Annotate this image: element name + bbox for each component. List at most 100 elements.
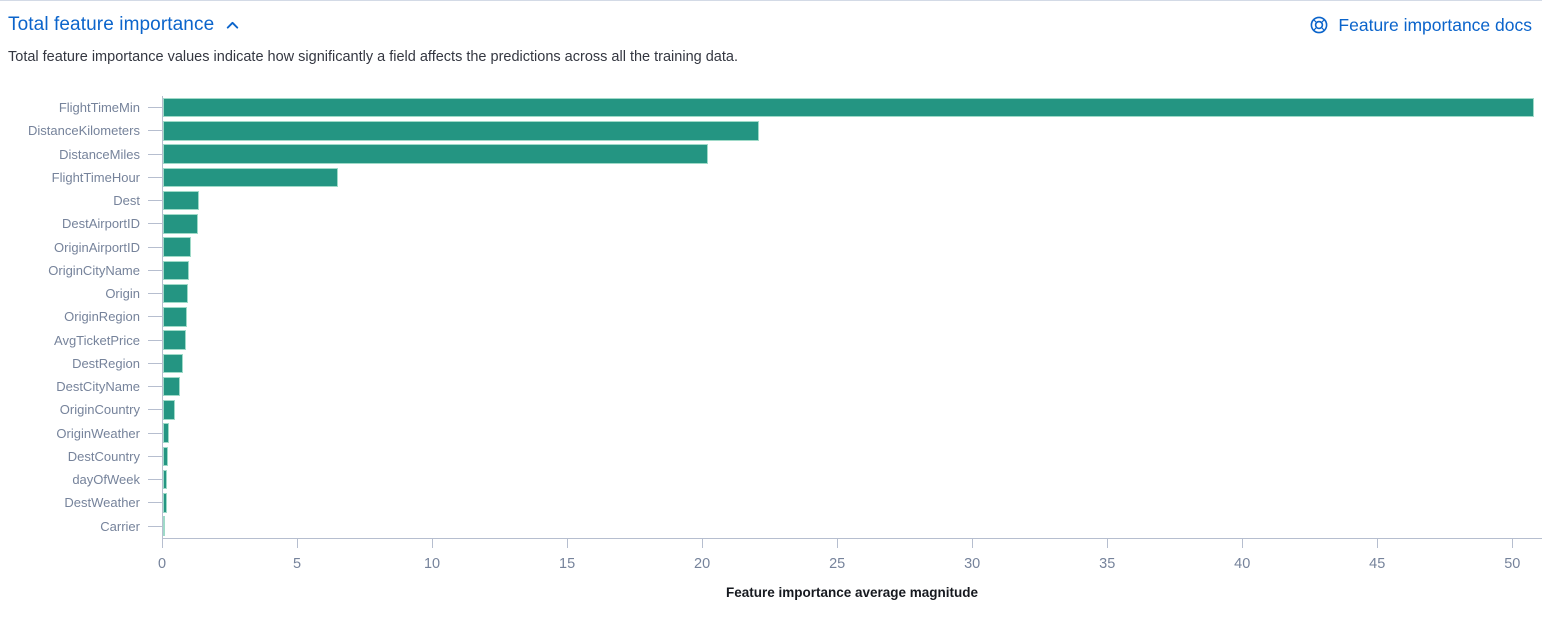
importance-bar <box>163 493 167 513</box>
importance-bar <box>163 214 199 234</box>
x-tick-mark <box>432 538 434 548</box>
feature-label: OriginRegion <box>64 309 140 325</box>
feature-row: DestCityName <box>0 375 1542 399</box>
feature-row: Dest <box>0 189 1542 213</box>
importance-bar <box>163 376 180 397</box>
importance-bar <box>163 237 192 257</box>
x-tick-label: 10 <box>423 555 441 572</box>
bar-area <box>162 165 1542 189</box>
x-tick-label: 15 <box>559 555 576 572</box>
bar-area <box>162 398 1542 422</box>
feature-label: DestRegion <box>72 355 140 371</box>
feature-row: DestRegion <box>0 351 1542 375</box>
feature-label: FlightTimeMin <box>58 100 140 116</box>
x-tick-label: 30 <box>964 555 981 572</box>
feature-label: DestCountry <box>67 448 140 464</box>
feature-label: AvgTicketPrice <box>54 332 140 348</box>
x-tick-label: 40 <box>1234 555 1251 572</box>
importance-bar <box>163 423 169 443</box>
bar-area <box>162 514 1542 538</box>
feature-label: OriginCountry <box>59 402 140 418</box>
x-tick-label: 20 <box>694 555 711 572</box>
feature-label: DestCityName <box>56 379 140 395</box>
y-tick-mark <box>148 455 162 457</box>
feature-row: DestWeather <box>0 491 1542 515</box>
x-axis: 0 5 10 15 20 25 30 35 40 45 50 <box>158 537 1542 576</box>
importance-bar <box>163 446 168 467</box>
y-tick-mark <box>148 316 162 318</box>
feature-row: DestAirportID <box>0 212 1542 236</box>
bar-area <box>162 119 1542 143</box>
x-tick-mark <box>1242 538 1244 548</box>
bar-area <box>162 212 1542 236</box>
feature-row: OriginAirportID <box>0 235 1542 259</box>
section-title: Total feature importance <box>8 14 215 35</box>
feature-row: AvgTicketPrice <box>0 328 1542 352</box>
x-tick-label: 35 <box>1099 555 1116 572</box>
feature-label: DestAirportID <box>61 216 140 232</box>
y-tick-mark <box>148 339 162 341</box>
x-tick-mark <box>1377 538 1379 548</box>
bar-area <box>162 142 1542 166</box>
bar-area <box>162 444 1542 468</box>
y-tick-mark <box>148 502 162 504</box>
feature-label: Origin <box>105 286 140 302</box>
bar-area <box>162 328 1542 352</box>
feature-row: DestCountry <box>0 444 1542 468</box>
x-tick-mark <box>837 538 839 548</box>
section-collapse-toggle[interactable]: Total feature importance <box>8 14 241 36</box>
importance-bar <box>163 121 760 141</box>
bar-area <box>162 491 1542 515</box>
importance-bar <box>163 307 188 327</box>
x-tick-mark <box>162 538 163 548</box>
y-tick-mark <box>148 246 162 248</box>
y-tick-mark <box>148 200 162 202</box>
importance-bar <box>163 167 339 188</box>
x-tick-mark <box>972 538 974 548</box>
docs-link-label: Feature importance docs <box>1338 14 1532 35</box>
bar-area <box>162 375 1542 399</box>
importance-bar <box>163 353 183 374</box>
feature-row: OriginRegion <box>0 305 1542 329</box>
y-tick-mark <box>148 269 162 271</box>
feature-importance-docs-link[interactable]: Feature importance docs <box>1309 15 1532 36</box>
feature-label: Carrier <box>100 518 140 534</box>
feature-row: Carrier <box>0 514 1542 538</box>
feature-label: Dest <box>113 193 140 209</box>
x-tick-mark <box>1512 538 1514 548</box>
x-tick-label: 50 <box>1504 555 1521 572</box>
bar-area <box>162 305 1542 329</box>
bar-area <box>162 258 1542 282</box>
bar-area <box>162 189 1542 213</box>
feature-label: OriginCityName <box>48 262 140 278</box>
y-tick-mark <box>148 293 162 295</box>
feature-label: DistanceKilometers <box>28 123 140 139</box>
feature-label: FlightTimeHour <box>51 169 140 185</box>
feature-row: OriginCountry <box>0 398 1542 422</box>
x-tick-label: 45 <box>1369 555 1386 572</box>
bar-area <box>162 235 1542 259</box>
importance-bar <box>163 97 1534 118</box>
importance-bar <box>163 260 190 281</box>
life-ring-icon <box>1309 15 1329 35</box>
feature-row: FlightTimeHour <box>0 165 1542 189</box>
feature-row: OriginWeather <box>0 421 1542 445</box>
chevron-up-icon[interactable] <box>224 17 241 34</box>
y-tick-mark <box>148 130 162 132</box>
chart-rows: FlightTimeMin DistanceKilometers DistanceM… <box>0 96 1542 538</box>
x-tick-label: 25 <box>829 555 846 572</box>
importance-bar <box>163 400 175 420</box>
y-tick-mark <box>148 409 162 411</box>
feature-row: DistanceMiles <box>0 142 1542 166</box>
y-tick-mark <box>148 107 162 109</box>
feature-importance-chart: FlightTimeMin DistanceKilometers DistanceM… <box>0 96 1542 600</box>
importance-bar <box>163 469 168 490</box>
x-tick-label: 5 <box>292 555 302 572</box>
x-tick-mark <box>1107 538 1109 548</box>
panel-header: Total feature importance Feature importa… <box>0 1 1542 36</box>
y-tick-mark <box>148 525 162 527</box>
feature-row: Origin <box>0 282 1542 306</box>
y-tick-mark <box>148 432 162 434</box>
bar-area <box>162 421 1542 445</box>
